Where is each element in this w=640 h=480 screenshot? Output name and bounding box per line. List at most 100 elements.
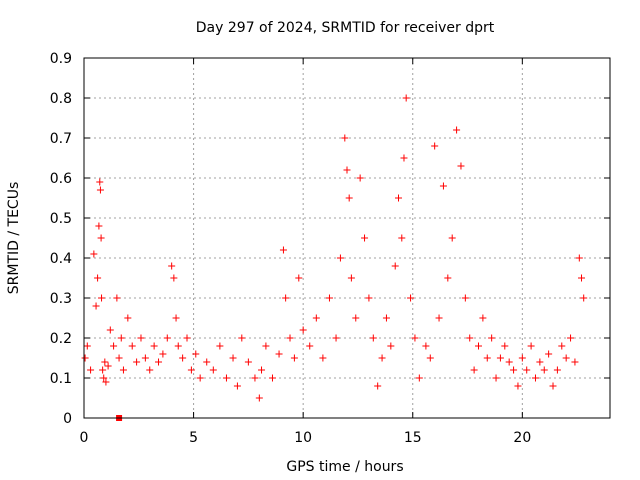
data-point [407, 294, 415, 302]
data-point [562, 354, 570, 362]
y-tick-label: 0.4 [50, 251, 72, 267]
data-point [106, 326, 114, 334]
data-point [545, 350, 553, 358]
data-point [290, 354, 298, 362]
data-point [238, 334, 246, 342]
y-tick-label: 0.9 [50, 51, 72, 67]
data-point [378, 354, 386, 362]
data-point [183, 334, 191, 342]
data-point [83, 342, 91, 350]
data-point [117, 334, 125, 342]
x-tick-label: 10 [294, 430, 312, 446]
plot-frame [83, 57, 611, 419]
data-point [196, 374, 204, 382]
data-point [356, 174, 364, 182]
data-point [488, 334, 496, 342]
data-point [336, 254, 344, 262]
data-point [426, 354, 434, 362]
data-point [361, 234, 369, 242]
data-point [209, 366, 217, 374]
data-point [133, 358, 141, 366]
data-point [115, 354, 123, 362]
data-point [444, 274, 452, 282]
data-point [435, 314, 443, 322]
data-point [216, 342, 224, 350]
data-point [222, 374, 230, 382]
data-point [98, 294, 106, 302]
data-point [97, 234, 105, 242]
x-tick-labels: 0 5 10 15 20 [80, 430, 532, 446]
data-point [527, 342, 535, 350]
data-point [391, 262, 399, 270]
data-point [553, 366, 561, 374]
x-tick-label: 15 [404, 430, 422, 446]
data-point [365, 294, 373, 302]
data-point [95, 222, 103, 230]
data-point [312, 314, 320, 322]
data-point [104, 362, 112, 370]
data-point [461, 294, 469, 302]
data-point [163, 334, 171, 342]
data-point [295, 274, 303, 282]
data-point [514, 382, 522, 390]
data-point [448, 234, 456, 242]
data-point [96, 178, 104, 186]
data-point [332, 334, 340, 342]
data-point [282, 294, 290, 302]
data-point [400, 154, 408, 162]
data-point [453, 126, 461, 134]
data-point [466, 334, 474, 342]
data-point [244, 358, 252, 366]
x-tick-label: 20 [513, 430, 531, 446]
data-point [170, 274, 178, 282]
data-point [580, 294, 588, 302]
data-point [395, 194, 403, 202]
data-point [128, 342, 136, 350]
data-point [505, 358, 513, 366]
data-point [258, 366, 266, 374]
y-tick-label: 0.5 [50, 211, 72, 227]
data-point [431, 142, 439, 150]
data-point [119, 366, 127, 374]
data-point [96, 186, 104, 194]
data-point [299, 326, 307, 334]
data-point [325, 294, 333, 302]
data-point [168, 262, 176, 270]
y-tick-label: 0.1 [50, 371, 72, 387]
data-point [496, 354, 504, 362]
data-point [159, 350, 167, 358]
data-point [575, 254, 583, 262]
y-tick-label: 0 [63, 411, 72, 427]
y-tick-label: 0.6 [50, 171, 72, 187]
data-point [457, 162, 465, 170]
x-tick-label: 5 [189, 430, 198, 446]
data-point [94, 274, 102, 282]
data-point [306, 342, 314, 350]
data-point [319, 354, 327, 362]
data-point [439, 182, 447, 190]
data-point [255, 394, 263, 402]
data-point [233, 382, 241, 390]
data-point [387, 342, 395, 350]
data-point [179, 354, 187, 362]
data-point [479, 314, 487, 322]
data-point [341, 134, 349, 142]
data-point [483, 354, 491, 362]
x-tick-label: 0 [80, 430, 89, 446]
data-point [549, 382, 557, 390]
data-point [536, 358, 544, 366]
x-axis-label: GPS time / hours [286, 459, 403, 475]
data-point [146, 366, 154, 374]
data-point [345, 194, 353, 202]
data-point [475, 342, 482, 350]
data-point [567, 334, 575, 342]
data-point [150, 342, 158, 350]
data-point [510, 366, 518, 374]
data-point [540, 366, 548, 374]
data-point [402, 94, 410, 102]
data-point [141, 354, 149, 362]
axis-ticks [83, 57, 610, 419]
y-tick-label: 0.7 [50, 131, 72, 147]
data-point [492, 374, 500, 382]
